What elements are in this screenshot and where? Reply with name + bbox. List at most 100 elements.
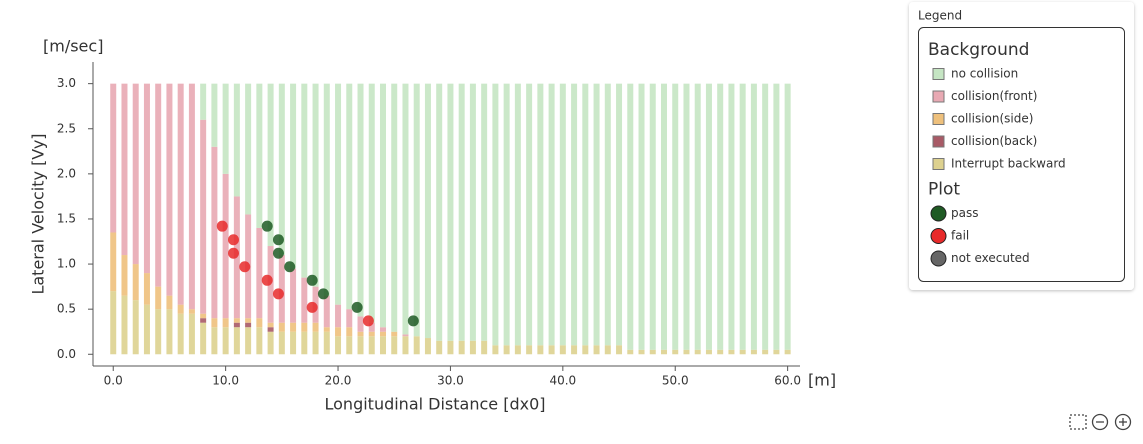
bar-segment: [290, 322, 297, 332]
legend-label: collision(front): [951, 89, 1037, 103]
bar-segment: [402, 334, 409, 337]
bar-segment: [200, 83, 207, 120]
bar-segment: [559, 83, 566, 346]
bar-segment: [166, 83, 173, 296]
bar-segment: [346, 327, 353, 337]
y-tick-label: 2.0: [57, 166, 76, 180]
bar-segment: [211, 146, 218, 319]
x-axis-title: Longitudinal Distance [dx0]: [325, 395, 546, 414]
legend-label: no collision: [951, 67, 1018, 81]
bar-segment: [200, 119, 207, 314]
scatter-point: [317, 288, 329, 300]
bar-segment: [514, 345, 521, 355]
bar-segment: [177, 304, 184, 314]
bar-segment: [335, 327, 342, 337]
bar-segment: [469, 83, 476, 341]
bar-segment: [627, 83, 634, 350]
bar-segment: [638, 83, 645, 350]
bar-segment: [301, 83, 308, 278]
bar-segment: [514, 83, 521, 346]
bar-segment: [492, 345, 499, 355]
scatter-point: [228, 247, 240, 259]
bar-segment: [132, 264, 139, 301]
bar-segment: [245, 322, 252, 328]
bar-segment: [110, 291, 117, 355]
bar-segment: [762, 83, 769, 350]
bar-segment: [121, 295, 128, 355]
bar-segment: [177, 83, 184, 305]
bar-segment: [728, 349, 735, 355]
bar-segment: [155, 286, 162, 310]
legend-group-title: Background: [928, 40, 1029, 60]
bar-segment: [155, 83, 162, 287]
bar-segment: [301, 331, 308, 355]
bar-segment: [166, 295, 173, 310]
bar-segment: [379, 327, 386, 332]
y-tick-label: 0.0: [57, 347, 76, 361]
bar-segment: [368, 322, 375, 332]
bar-segment: [694, 349, 701, 355]
bar-segment: [391, 83, 398, 332]
legend-panel: [909, 2, 1134, 290]
scatter-point: [272, 234, 284, 246]
bar-segment: [323, 331, 330, 355]
legend-label: fail: [951, 229, 969, 243]
x-unit: [m]: [808, 371, 836, 390]
bar-segment: [582, 345, 589, 355]
x-tick-label: 60.0: [774, 374, 801, 388]
bar-segment: [222, 83, 229, 174]
bar-segment: [750, 83, 757, 350]
x-tick-label: 0.0: [104, 374, 123, 388]
legend-label: collision(back): [951, 134, 1037, 148]
bar-segment: [694, 83, 701, 350]
bar-segment: [548, 345, 555, 355]
bar-segment: [447, 83, 454, 341]
bar-segment: [649, 349, 656, 355]
bar-segment: [346, 336, 353, 355]
legend-swatch: [932, 158, 945, 170]
bar-segment: [402, 83, 409, 335]
bar-segment: [267, 331, 274, 355]
x-tick-label: 50.0: [662, 374, 689, 388]
bar-segment: [571, 83, 578, 346]
zoom-in-button[interactable]: [1114, 413, 1132, 431]
bar-segment: [559, 345, 566, 355]
scatter-point: [351, 301, 363, 313]
scatter-point: [261, 274, 273, 286]
bar-segment: [593, 345, 600, 355]
legend-group-title: Plot: [928, 180, 960, 200]
bar-segment: [143, 83, 150, 274]
legend-box: [918, 27, 1125, 282]
bar-segment: [233, 327, 240, 355]
bar-segment: [773, 83, 780, 350]
bar-segment: [256, 327, 263, 355]
scatter-point: [306, 301, 318, 313]
bar-segment: [132, 83, 139, 265]
bar-segment: [256, 83, 263, 228]
scatter-point: [228, 234, 240, 246]
bar-segment: [582, 83, 589, 346]
bar-segment: [188, 309, 195, 314]
scatter-point: [306, 274, 318, 286]
legend-swatch: [932, 68, 945, 80]
bar-segment: [424, 338, 431, 355]
bar-segment: [211, 327, 218, 355]
bar-segment: [233, 318, 240, 323]
bar-segment: [346, 309, 353, 328]
bar-segment: [537, 345, 544, 355]
bar-segment: [424, 83, 431, 339]
bar-segment: [492, 83, 499, 346]
bar-segment: [357, 331, 364, 337]
bar-segment: [784, 349, 791, 355]
bar-segment: [604, 83, 611, 346]
zoom-out-button[interactable]: [1091, 413, 1109, 431]
fit-button[interactable]: [1069, 414, 1087, 430]
bar-segment: [222, 318, 229, 328]
bar-segment: [379, 331, 386, 337]
bar-segment: [469, 340, 476, 355]
legend-label: collision(side): [951, 112, 1033, 126]
y-tick-label: 1.5: [57, 211, 76, 225]
bar-segment: [604, 345, 611, 355]
legend-marker: [930, 228, 947, 244]
